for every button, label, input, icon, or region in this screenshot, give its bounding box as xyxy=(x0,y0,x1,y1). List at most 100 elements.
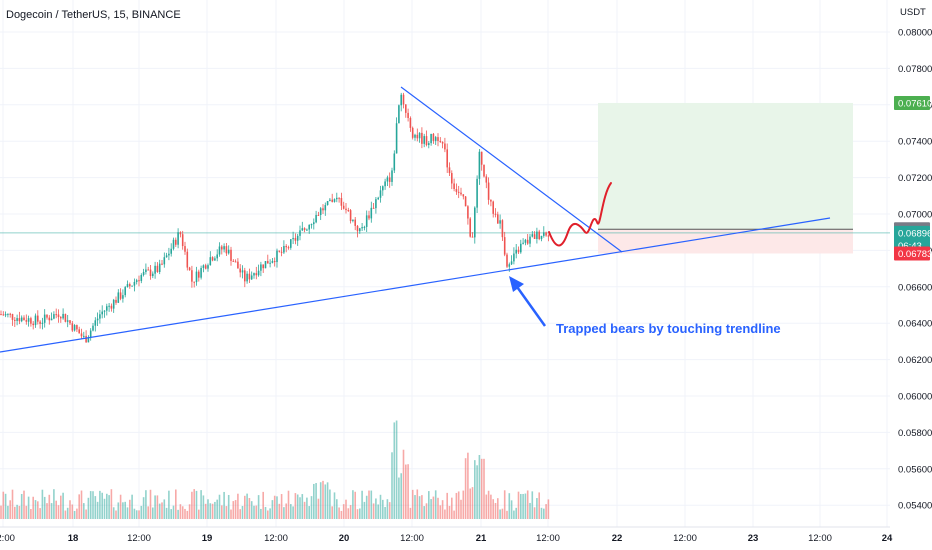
candle-body xyxy=(50,318,53,321)
candle-body xyxy=(11,314,14,320)
candle-body xyxy=(43,314,46,323)
candle-body xyxy=(453,183,455,189)
volume-bar xyxy=(418,496,421,519)
volume-bar xyxy=(439,505,442,519)
candle-body xyxy=(41,322,44,324)
candle-body xyxy=(347,210,350,212)
candle-body xyxy=(520,243,522,253)
volume-bar xyxy=(101,492,103,519)
volume-bar xyxy=(287,490,290,519)
annotation-arrow-shaft xyxy=(513,283,547,327)
candle-body xyxy=(444,143,446,150)
volume-bar xyxy=(179,504,182,519)
volume-bar xyxy=(324,484,327,519)
candle-body xyxy=(375,199,377,209)
volume-bar xyxy=(538,492,540,519)
volume-bar xyxy=(506,510,508,519)
volume-bar xyxy=(53,489,55,519)
candle-body xyxy=(428,143,430,146)
volume-bar xyxy=(78,494,80,519)
candle-body xyxy=(209,257,212,266)
candle-body xyxy=(158,263,161,272)
volume-bar xyxy=(110,489,113,519)
volume-bar xyxy=(257,495,260,519)
volume-bar xyxy=(106,493,108,519)
time-tick-label: 21 xyxy=(476,533,487,544)
candle-body xyxy=(299,230,301,236)
candle-body xyxy=(418,132,421,139)
volume-bar xyxy=(269,508,271,519)
volume-bar xyxy=(402,449,405,519)
candle-body xyxy=(469,218,471,237)
volume-bar xyxy=(520,493,522,519)
volume-bar xyxy=(32,496,34,519)
volume-bar xyxy=(64,510,67,519)
volume-bar xyxy=(119,494,122,519)
volume-bar xyxy=(168,490,170,519)
candle-body xyxy=(492,201,494,214)
volume-bar xyxy=(411,489,414,519)
candle-body xyxy=(267,261,269,264)
candle-body xyxy=(262,264,264,269)
volume-bar xyxy=(342,504,345,519)
candle-body xyxy=(106,306,108,311)
volume-bar xyxy=(384,506,386,519)
volume-bar xyxy=(414,495,416,519)
volume-bar xyxy=(46,503,48,519)
candle-body xyxy=(536,231,538,239)
candle-body xyxy=(329,199,331,201)
volume-bar xyxy=(292,506,294,519)
volume-bar xyxy=(531,491,534,519)
price-tick-label: 0.05400 xyxy=(898,501,932,512)
volume-bar xyxy=(363,501,366,519)
position-zones xyxy=(0,102,890,254)
volume-bar xyxy=(255,505,258,519)
candle-body xyxy=(218,246,221,255)
volume-bar xyxy=(264,506,267,519)
volume-bar xyxy=(188,504,191,519)
candle-body xyxy=(540,235,543,240)
candle-body xyxy=(83,335,85,337)
volume-bar xyxy=(487,490,490,519)
candle-body xyxy=(184,246,186,252)
volume-bar xyxy=(223,491,225,519)
time-tick-label: 23 xyxy=(748,533,759,544)
volume-bar xyxy=(57,505,60,519)
volume-bar xyxy=(437,497,439,519)
target-zone xyxy=(598,102,853,230)
volume-bar xyxy=(221,505,223,519)
candle-body xyxy=(165,255,168,258)
volume-bar xyxy=(432,496,435,519)
volume-bar xyxy=(181,506,184,519)
volume-bar xyxy=(89,491,92,519)
candle-body xyxy=(283,245,285,253)
candle-body xyxy=(57,314,60,318)
candle-body xyxy=(506,254,508,267)
volume-bar xyxy=(430,499,432,519)
candle-body xyxy=(326,200,329,206)
volume-bar xyxy=(138,510,140,519)
volume-bar xyxy=(338,507,340,519)
volume-bar xyxy=(124,501,126,519)
volume-bar xyxy=(331,506,333,519)
volume-bar xyxy=(543,508,545,519)
candle-body xyxy=(545,232,547,236)
candle-body xyxy=(437,137,439,141)
volume-bar xyxy=(540,507,543,519)
candle-body xyxy=(23,317,25,321)
candle-body xyxy=(384,181,386,187)
volume-bar xyxy=(326,482,329,519)
volume-bar xyxy=(133,508,136,519)
volume-bar xyxy=(349,505,352,519)
candle-body xyxy=(126,284,129,288)
volume-bar xyxy=(73,510,76,519)
candle-body xyxy=(94,320,97,326)
price-axis[interactable]: USDT0.080000.078000.076000.074000.072000… xyxy=(890,0,932,550)
candle-body xyxy=(239,268,241,273)
candle-body xyxy=(455,188,458,192)
candle-body xyxy=(411,127,414,138)
volume-bar xyxy=(69,500,71,519)
volume-bar xyxy=(92,491,94,519)
time-axis[interactable]: 12:00 18 12:00 19 12:00 20 12:00 21 12:00 22 12:00… xyxy=(0,526,893,550)
